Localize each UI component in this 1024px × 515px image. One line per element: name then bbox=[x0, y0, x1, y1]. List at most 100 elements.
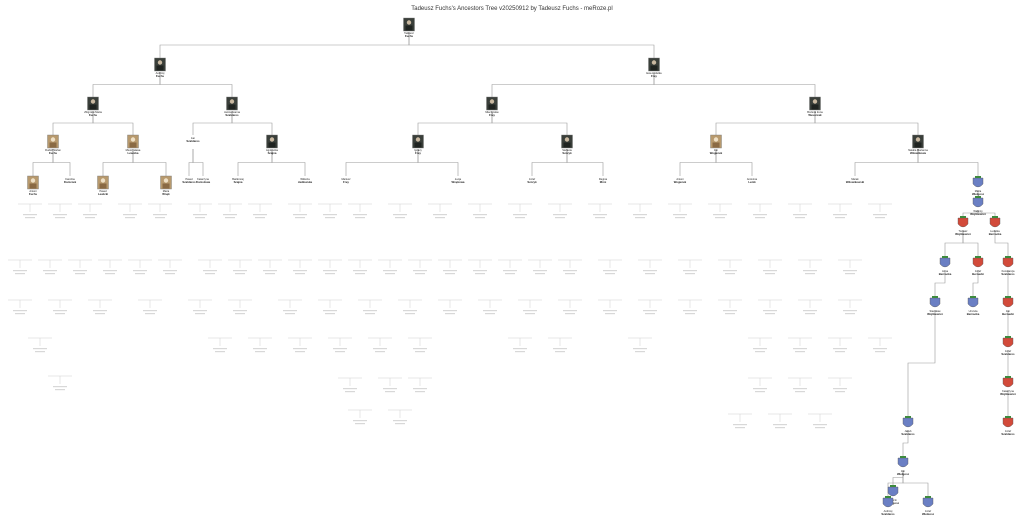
name-placeholder bbox=[23, 214, 37, 216]
name-placeholder bbox=[253, 214, 267, 216]
name-placeholder bbox=[235, 313, 245, 315]
name-placeholder bbox=[223, 214, 237, 216]
name-placeholder bbox=[105, 273, 115, 275]
name-placeholder bbox=[355, 423, 365, 425]
portrait-body-icon bbox=[914, 142, 922, 148]
portrait-face-icon bbox=[415, 137, 421, 142]
name-placeholder bbox=[363, 310, 377, 312]
person-first-name: Urszula bbox=[969, 309, 978, 313]
name-placeholder bbox=[723, 270, 737, 272]
person-first-name: Jakub bbox=[905, 429, 912, 433]
name-placeholder bbox=[235, 273, 245, 275]
name-placeholder bbox=[473, 214, 487, 216]
name-placeholder bbox=[725, 313, 735, 315]
name-placeholder bbox=[505, 273, 515, 275]
person-first-name: Regina bbox=[599, 177, 608, 181]
name-placeholder bbox=[293, 270, 307, 272]
name-placeholder bbox=[143, 310, 157, 312]
name-placeholder bbox=[793, 214, 807, 216]
portrait-body-icon bbox=[414, 142, 422, 148]
crest-icon bbox=[1005, 336, 1011, 338]
portrait-face-icon bbox=[157, 60, 163, 65]
name-placeholder bbox=[555, 351, 565, 353]
crest-icon bbox=[975, 196, 981, 198]
name-placeholder bbox=[435, 217, 445, 219]
connector-line bbox=[52, 111, 94, 135]
name-placeholder bbox=[345, 391, 355, 393]
portrait-face-icon bbox=[713, 137, 719, 142]
name-placeholder bbox=[635, 217, 645, 219]
name-placeholder bbox=[225, 217, 235, 219]
name-placeholder bbox=[385, 273, 395, 275]
person-first-name: Katarzyna bbox=[197, 177, 209, 181]
person-last-name: Frey bbox=[415, 151, 421, 155]
connector-line bbox=[994, 230, 1009, 256]
name-placeholder bbox=[755, 351, 765, 353]
person-first-name: Andrzej bbox=[884, 509, 893, 513]
connector-line bbox=[132, 149, 167, 176]
name-placeholder bbox=[405, 313, 415, 315]
connector-line bbox=[92, 72, 161, 97]
name-placeholder bbox=[845, 273, 855, 275]
name-placeholder bbox=[803, 310, 817, 312]
portrait-body-icon bbox=[488, 104, 496, 110]
person-last-name: Szaldaros bbox=[182, 180, 196, 184]
person-first-name: Paweł bbox=[99, 189, 106, 193]
coat-of-arms-icon bbox=[1002, 297, 1014, 308]
name-placeholder bbox=[685, 273, 695, 275]
name-placeholder bbox=[295, 351, 305, 353]
person-node[interactable]: MarcinWielgosz bbox=[887, 485, 900, 505]
name-placeholder bbox=[503, 270, 517, 272]
person-last-name: Bernacki bbox=[972, 272, 984, 276]
connector-line bbox=[192, 149, 204, 176]
portrait-body-icon bbox=[156, 65, 164, 71]
